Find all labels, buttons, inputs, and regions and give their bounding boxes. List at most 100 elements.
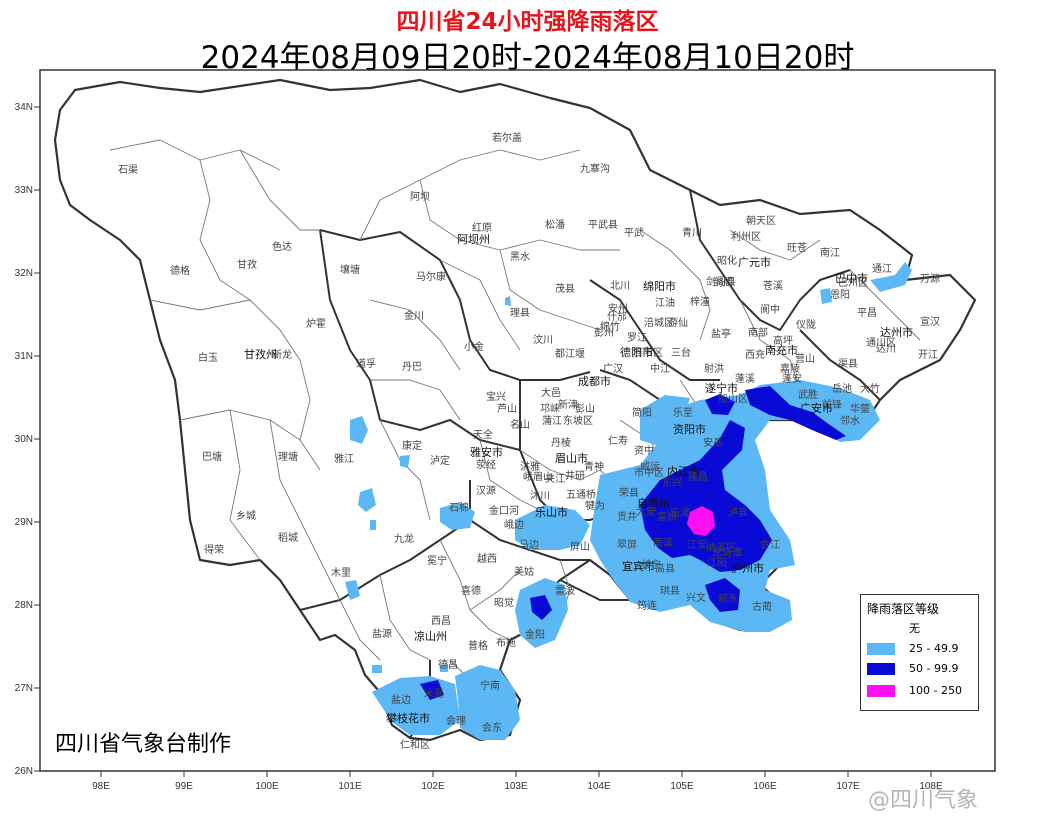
lon-label: 105E [670, 781, 694, 792]
county-label: 武胜 [798, 388, 818, 401]
county-label: 蓬安 [782, 372, 802, 385]
county-label: 涪城区 [644, 316, 674, 329]
county-label: 高坪 [773, 334, 793, 347]
county-label: 游仙 [668, 316, 688, 329]
county-label: 宝兴 [486, 390, 506, 403]
county-labels: 石渠 若尔盖 九寨沟 阿坝 红原 松潘 平武 青川 朝天区 利州区 旺苍 南江 … [118, 131, 940, 751]
county-label: 合江 [760, 538, 780, 551]
lat-labels: 34N 33N 32N 31N 30N 29N 28N 27N 26N [15, 102, 33, 777]
county-label: 仪陇 [796, 318, 816, 331]
county-label: 南溪 [653, 536, 673, 549]
county-label: 旺苍 [787, 241, 807, 254]
county-label: 峨眉山 [523, 471, 553, 483]
city-label: 南充市 [765, 343, 798, 357]
county-label: 黑水 [510, 251, 530, 263]
city-label: 遂宁市 [705, 381, 738, 395]
county-label: 达川 [876, 343, 896, 355]
lat-label: 32N [15, 268, 33, 279]
county-label: 彭州 [594, 326, 614, 339]
lon-label: 98E [92, 781, 110, 792]
county-label: 叙永 [718, 592, 738, 605]
county-label: 金川 [404, 309, 424, 322]
county-label: 威远 [640, 460, 660, 473]
producer-credit: 四川省气象台制作 [55, 732, 232, 757]
county-label: 小金 [464, 340, 484, 353]
county-label: 青神 [584, 460, 604, 473]
county-label: 通川区 [866, 337, 896, 349]
county-label: 洪雅 [520, 460, 540, 473]
county-label: 屏山 [570, 541, 590, 553]
lat-label: 26N [15, 766, 33, 777]
county-label: 大安 [636, 505, 656, 518]
legend-item: 25 - 49.9 [867, 641, 977, 657]
county-label: 古蔺 [752, 600, 772, 613]
lat-label: 34N [15, 102, 33, 113]
county-label: 芦山 [497, 403, 517, 415]
legend-label: 无 [909, 622, 920, 635]
county-label: 金口河 [489, 504, 519, 517]
county-label: 巴塘 [202, 450, 222, 463]
city-label: 成都市 [578, 374, 611, 388]
county-label: 龙马潭 [712, 546, 742, 559]
county-label: 峨边 [504, 519, 524, 531]
county-label: 犍为 [585, 500, 605, 512]
legend-item: 100 - 250 [867, 683, 977, 699]
legend-title: 降雨落区等级 [867, 602, 940, 616]
city-label: 德阳市 [620, 345, 653, 359]
county-label: 雷波 [555, 584, 575, 597]
county-label: 南部 [748, 326, 768, 339]
map-title: 四川省24小时强降雨落区 [396, 9, 659, 35]
lat-label: 28N [15, 600, 33, 611]
legend-swatch [867, 685, 895, 697]
county-label: 富顺 [657, 510, 677, 523]
lon-labels: 98E 99E 100E 101E 102E 103E 104E 105E 10… [92, 781, 943, 792]
county-label: 旌阳区 [633, 346, 663, 359]
city-labels: 阿坝州 甘孜州 雅安市 乐山市 凉山州 攀枝花市 成都市 德阳市 绵阳市 广元市… [244, 232, 913, 725]
county-label: 高县 [655, 562, 675, 575]
lon-label: 107E [836, 781, 860, 792]
city-label: 巴中市 [835, 271, 868, 285]
county-label: 壤塘 [340, 263, 360, 276]
county-label: 安州 [608, 302, 628, 315]
legend-swatch [867, 623, 895, 635]
county-label: 丹棱 [551, 436, 571, 449]
county-label: 甘孜 [237, 258, 257, 271]
county-label: 什邡 [607, 310, 627, 323]
county-label: 盐源 [372, 627, 392, 640]
county-label: 得荣 [204, 544, 224, 556]
city-label: 眉山市 [555, 451, 588, 465]
city-label: 泸州市 [731, 561, 764, 575]
county-label: 喜德 [461, 584, 481, 597]
county-label: 理塘 [278, 450, 298, 463]
county-label: 通江 [872, 263, 892, 275]
county-label: 江安 [687, 538, 707, 551]
lat-label: 33N [15, 185, 33, 196]
county-label: 开江 [918, 349, 938, 361]
county-label: 都江堰 [555, 348, 585, 360]
county-label: 利州区 [731, 231, 761, 243]
county-label: 名山 [510, 418, 530, 431]
county-label: 石渠 [118, 164, 138, 176]
county-label: 乡城 [236, 510, 256, 522]
county-label: 彭山 [575, 402, 595, 415]
county-label: 盐亭 [711, 327, 731, 340]
county-label: 马尔康 [416, 270, 446, 283]
county-label: 简阳 [632, 406, 652, 419]
county-label: 德格 [170, 264, 190, 277]
county-label: 布拖 [496, 636, 516, 649]
county-label: 纳溪区 [706, 541, 736, 554]
legend-swatch [867, 643, 895, 655]
county-label: 仁和区 [400, 739, 430, 751]
county-label: 美姑 [514, 565, 534, 578]
county-label: 长宁 [641, 558, 661, 571]
county-label: 若尔盖 [492, 131, 522, 144]
county-label: 越西 [477, 552, 497, 565]
county-label: 石棉 [449, 501, 469, 514]
county-label: 泸定 [430, 454, 450, 467]
county-label: 康定 [402, 439, 422, 452]
county-label: 苍溪 [763, 279, 783, 292]
city-label: 攀枝花市 [386, 711, 430, 725]
county-label: 沿滩 [670, 506, 690, 519]
lon-label: 99E [175, 781, 193, 792]
